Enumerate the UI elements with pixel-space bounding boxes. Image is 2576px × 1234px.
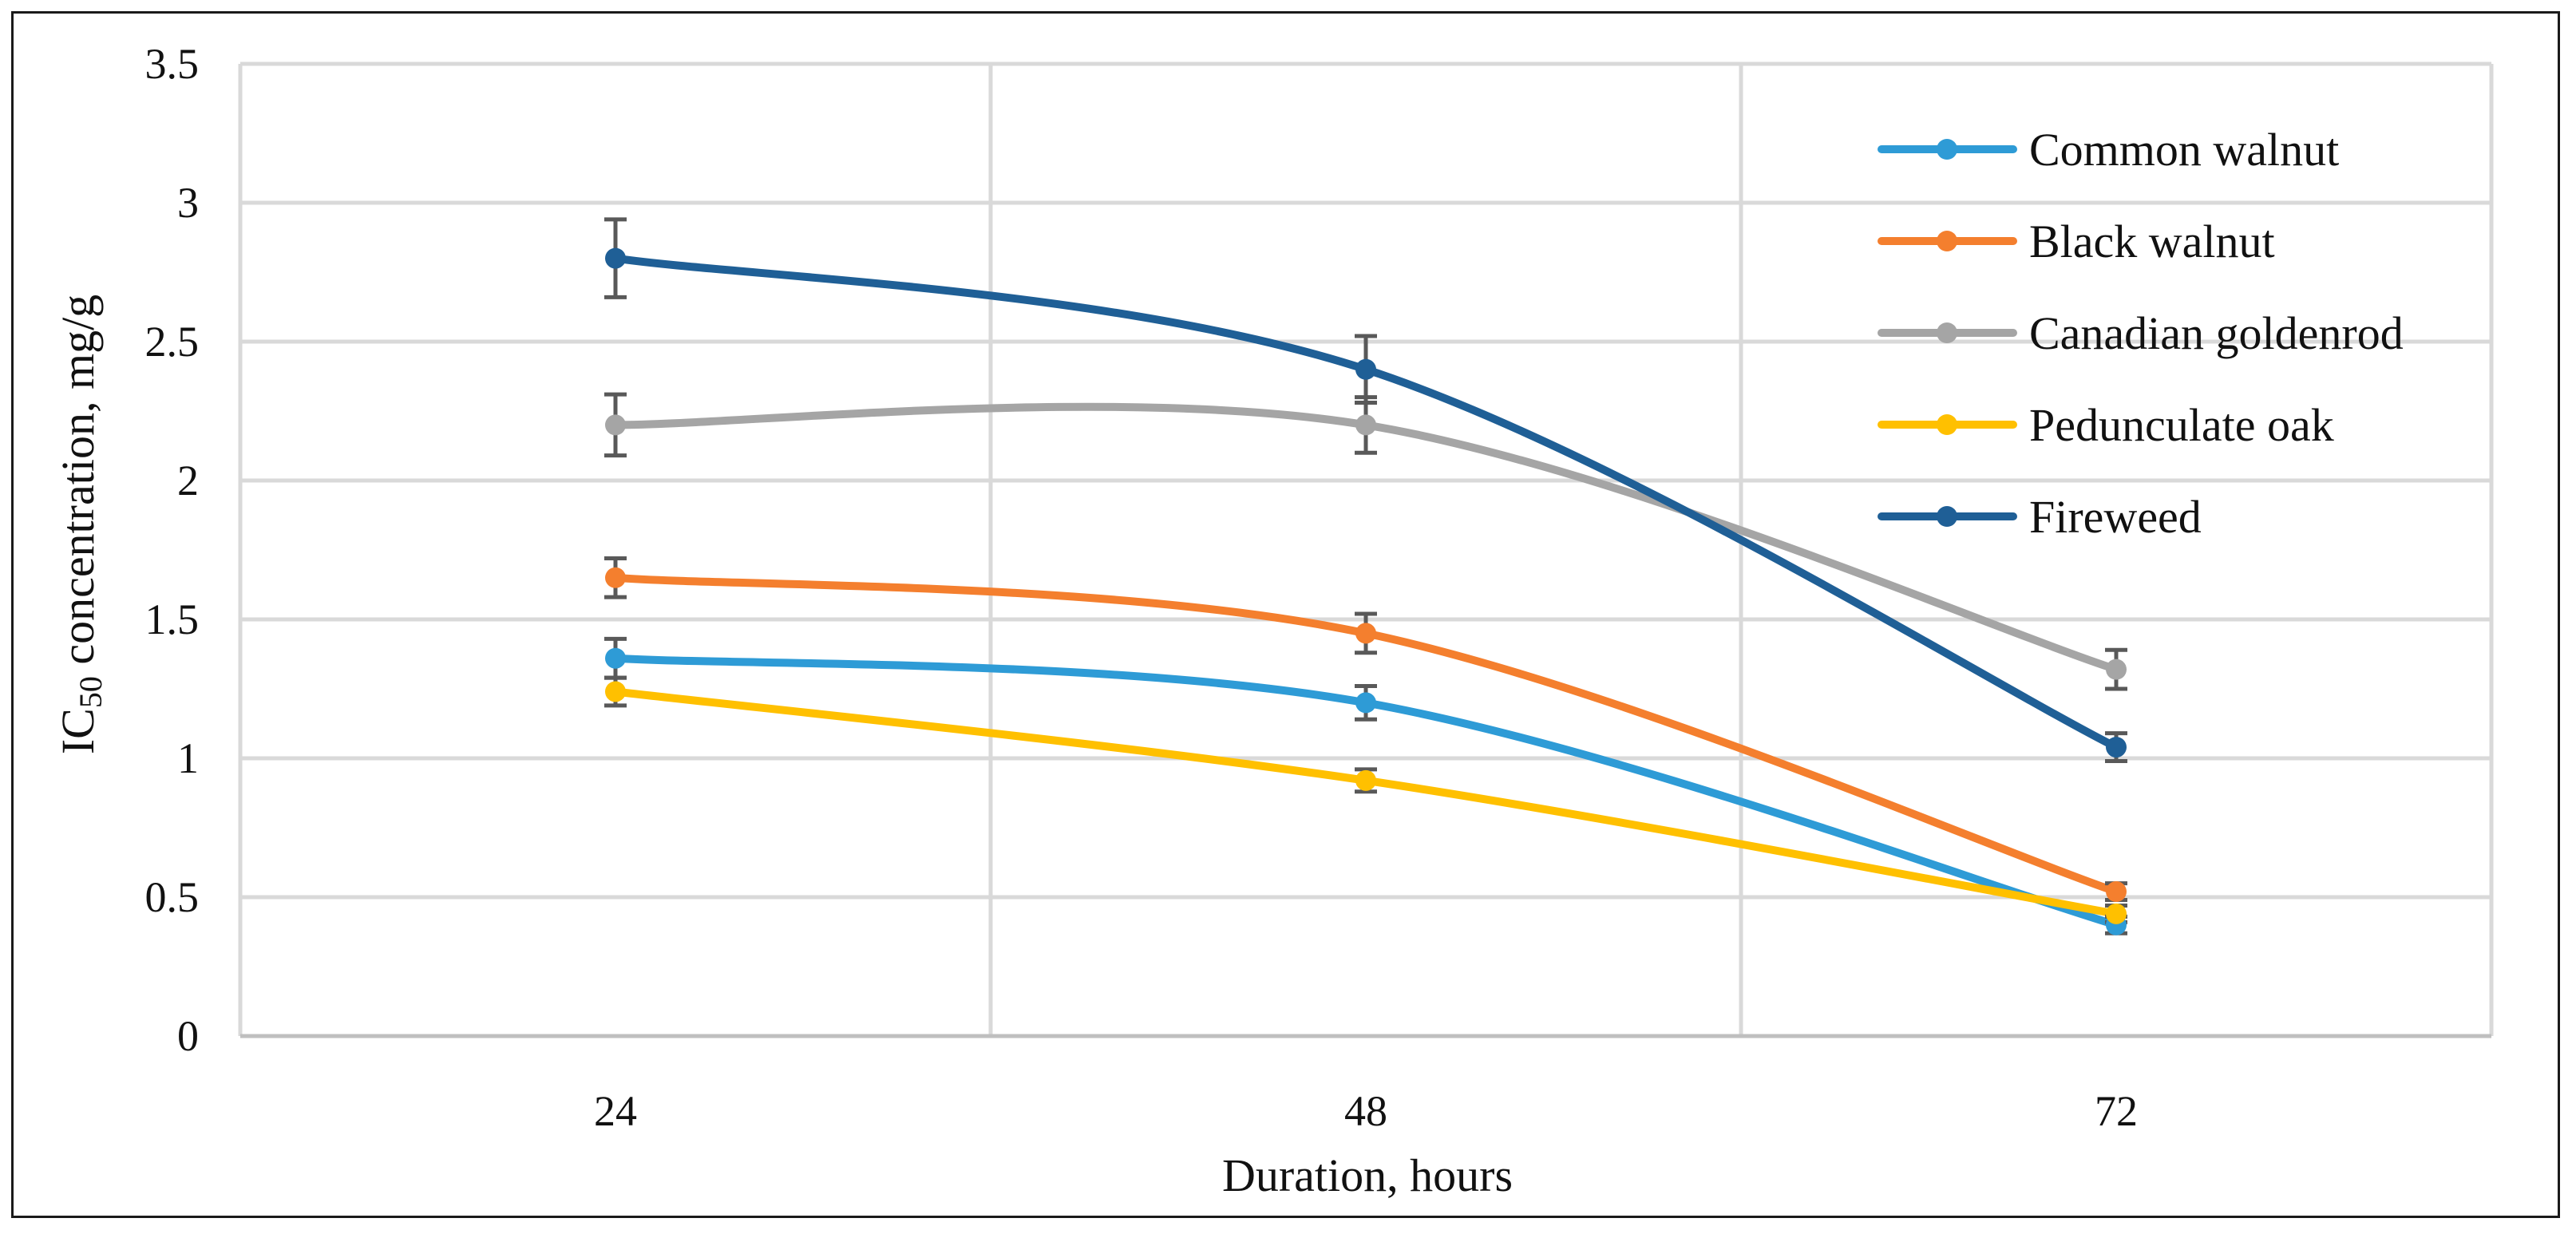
data-point-black-walnut	[2106, 881, 2127, 903]
data-point-pedunculate-oak	[1355, 769, 1376, 791]
data-point-fireweed	[1355, 358, 1376, 380]
legend-label-black-walnut: Black walnut	[2029, 216, 2275, 267]
data-point-fireweed	[605, 247, 626, 269]
y-tick-label: 3.5	[145, 40, 200, 88]
legend-label-canadian-goldenrod: Canadian goldenrod	[2029, 307, 2404, 359]
legend: Common walnut Black walnut Canadian golden…	[1878, 124, 2404, 543]
y-tick-label: 0	[177, 1012, 199, 1060]
errorbar-layer	[604, 217, 2127, 935]
data-point-pedunculate-oak	[2106, 903, 2127, 924]
x-tick-label: 72	[2095, 1087, 2138, 1135]
data-point-fireweed	[2106, 737, 2127, 758]
data-point-canadian-goldenrod	[605, 414, 626, 436]
legend-marker-pedunculate-oak	[1937, 414, 1957, 435]
y-axis-title-prefix: IC	[52, 708, 104, 754]
legend-marker-black-walnut	[1937, 231, 1957, 251]
legend-marker-fireweed	[1937, 506, 1957, 527]
ic50-line-chart: 0 0.5 1 1.5 2 2.5 3 3.5 24 48 72 Common walnut Blac…	[52, 40, 2494, 1201]
y-tick-label: 2.5	[145, 318, 200, 366]
data-point-black-walnut	[605, 567, 626, 588]
axis-layer: 0 0.5 1 1.5 2 2.5 3 3.5 24 48 72	[145, 40, 2491, 1135]
x-tick-label: 48	[1344, 1087, 1387, 1135]
chart-frame: 0 0.5 1 1.5 2 2.5 3 3.5 24 48 72 Common walnut Blac…	[11, 11, 2560, 1218]
y-tick-label: 2	[177, 457, 199, 504]
y-axis-title-subscript: 50	[73, 676, 109, 708]
y-tick-label: 3	[177, 179, 199, 227]
data-point-pedunculate-oak	[605, 681, 626, 702]
data-point-canadian-goldenrod	[2106, 659, 2127, 680]
data-point-common-walnut	[605, 647, 626, 669]
y-tick-label: 1.5	[145, 595, 200, 643]
x-tick-label: 24	[594, 1087, 637, 1135]
legend-label-common-walnut: Common walnut	[2029, 124, 2339, 176]
data-point-common-walnut	[1355, 692, 1376, 714]
y-tick-label: 1	[177, 734, 199, 782]
legend-marker-canadian-goldenrod	[1937, 322, 1957, 343]
legend-marker-common-walnut	[1937, 139, 1957, 160]
data-point-canadian-goldenrod	[1355, 414, 1376, 436]
y-tick-label: 0.5	[145, 873, 200, 921]
x-axis-title: Duration, hours	[1222, 1149, 1513, 1201]
legend-label-fireweed: Fireweed	[2029, 491, 2202, 543]
marker-layer	[605, 247, 2127, 935]
data-point-black-walnut	[1355, 623, 1376, 644]
legend-label-pedunculate-oak: Pedunculate oak	[2029, 399, 2334, 451]
y-axis-title: IC50 concentration, mg/g	[52, 295, 109, 754]
y-axis-title-suffix: concentration, mg/g	[52, 295, 104, 676]
grid-layer	[238, 61, 2494, 1036]
